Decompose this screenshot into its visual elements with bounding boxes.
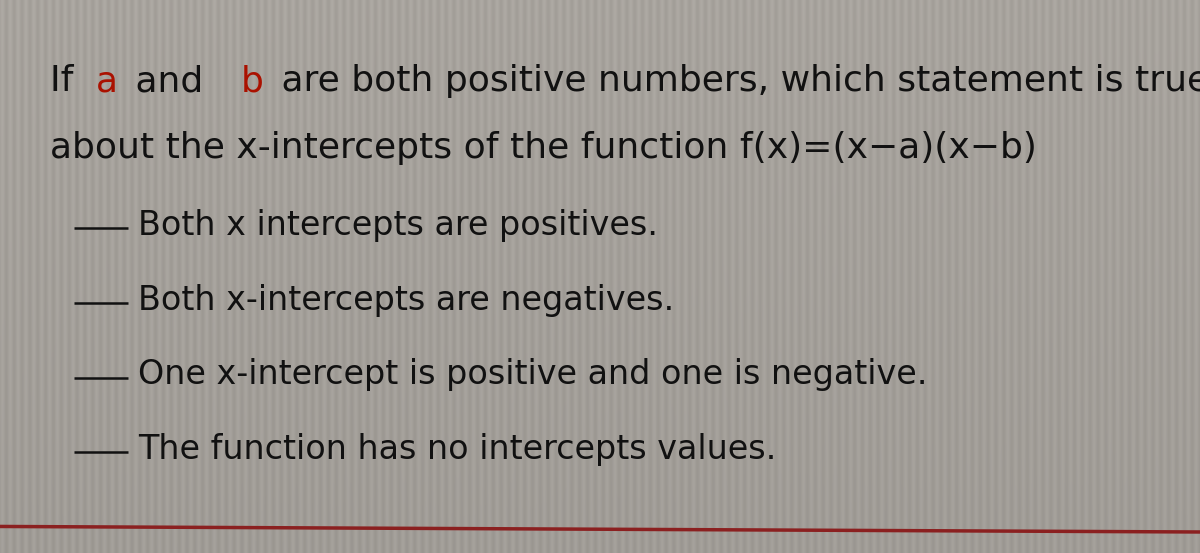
Text: Both x intercepts are positives.: Both x intercepts are positives. (138, 209, 658, 242)
Text: Both x-intercepts are negatives.: Both x-intercepts are negatives. (138, 284, 674, 317)
Text: a: a (96, 64, 118, 98)
Text: about the x-intercepts of the function f(x)=(x−a)(x−b): about the x-intercepts of the function f… (50, 131, 1037, 165)
Text: b: b (241, 64, 264, 98)
Text: The function has no intercepts values.: The function has no intercepts values. (138, 433, 776, 466)
Text: are both positive numbers, which statement is true: are both positive numbers, which stateme… (270, 64, 1200, 98)
Text: One x-intercept is positive and one is negative.: One x-intercept is positive and one is n… (138, 358, 928, 392)
Text: If: If (50, 64, 85, 98)
Text: and: and (124, 64, 215, 98)
